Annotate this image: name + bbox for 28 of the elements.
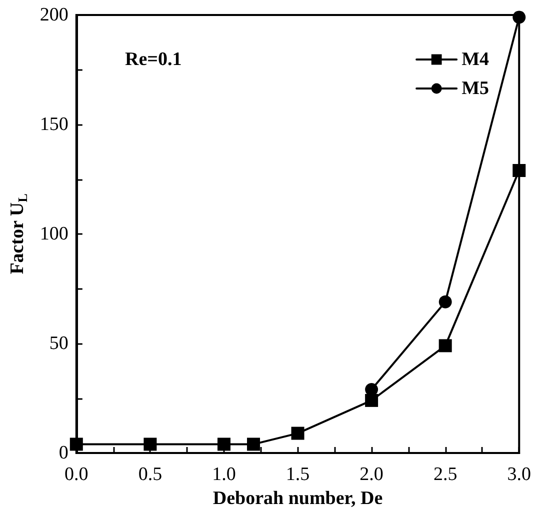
x-tick-label: 3.0 [507, 464, 531, 485]
x-tick-label: 1.0 [212, 464, 236, 485]
legend-label: M4 [462, 49, 490, 70]
x-axis-title: Deborah number, De [212, 488, 383, 509]
x-tick-label: 0.5 [138, 464, 162, 485]
y-tick-label: 50 [49, 333, 68, 354]
point [512, 164, 526, 177]
x-tick-label: 0.0 [64, 464, 88, 485]
point [291, 426, 304, 440]
x-tick-label: 1.5 [286, 464, 310, 485]
point [144, 438, 157, 451]
point [512, 10, 526, 24]
point [438, 339, 452, 352]
y-tick-label: 150 [40, 114, 68, 135]
point [438, 295, 452, 308]
legend-label: M5 [462, 78, 490, 99]
point [70, 438, 83, 451]
y-tick-label: 0 [58, 442, 68, 464]
x-tick-label: 2.5 [433, 464, 458, 485]
y-axis-title: Factor UL [7, 193, 30, 274]
x-tick-label: 2.0 [360, 464, 384, 485]
y-tick-label: 100 [40, 224, 68, 244]
annotation: Re=0.1 [125, 49, 182, 70]
point [365, 394, 378, 407]
point [365, 382, 378, 396]
y-tick-label: 200 [40, 4, 68, 26]
point [246, 438, 260, 451]
point [217, 438, 230, 451]
